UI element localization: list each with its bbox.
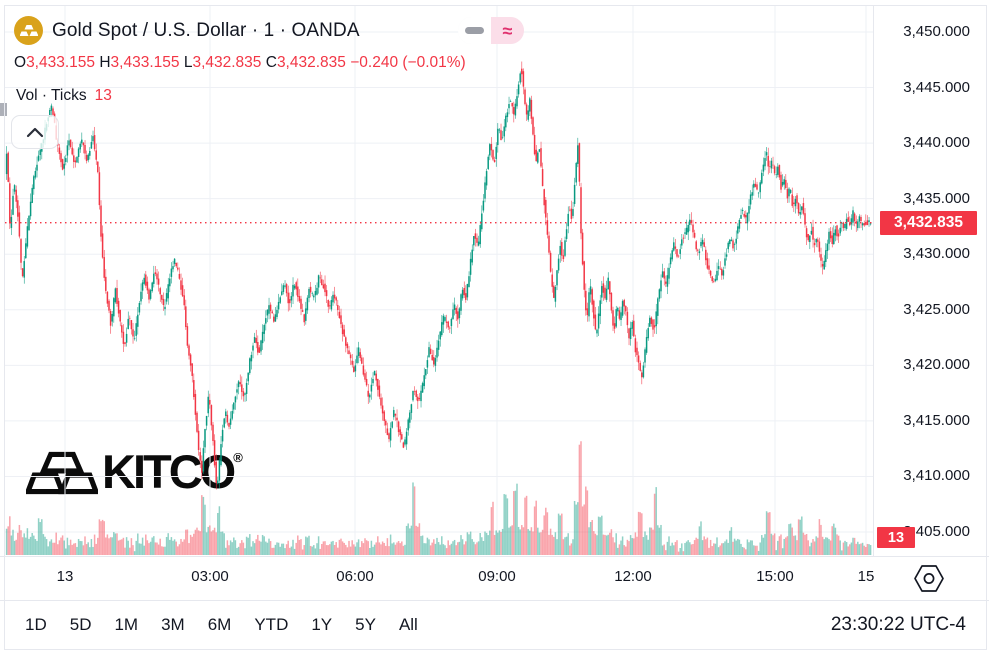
range-button-1d[interactable]: 1D — [25, 613, 47, 637]
last-price-badge: 3,432.835 — [880, 211, 977, 235]
grid-lines — [5, 6, 873, 555]
high-value: 3,433.155 — [110, 54, 180, 71]
open-value: 3,433.155 — [26, 54, 96, 71]
time-axis-label: 15:00 — [756, 568, 794, 585]
low-value: 3,432.835 — [192, 54, 262, 71]
pane-edge-chip — [0, 103, 7, 116]
approx-price-segment[interactable]: ≈ — [491, 17, 524, 44]
symbol-header: Gold Spot / U.S. Dollar · 1 · OANDA — [14, 16, 360, 45]
range-button-1y[interactable]: 1Y — [311, 613, 332, 637]
change-value: −0.240 (−0.01%) — [350, 54, 466, 71]
price-axis-label: 3,450.000 — [903, 23, 970, 40]
price-axis-label: 3,435.000 — [903, 189, 970, 207]
price-axis-label: 3,415.000 — [903, 411, 970, 429]
dash-icon — [465, 27, 484, 34]
price-axis-label: 3,445.000 — [903, 78, 970, 96]
time-axis-label: 15 — [857, 568, 875, 585]
price-axis-label: 3,430.000 — [903, 245, 970, 263]
market-closed-segment[interactable] — [458, 17, 491, 44]
time-axis-label: 13 — [56, 568, 74, 585]
volume-label: Vol · Ticks — [16, 87, 87, 104]
time-axis[interactable]: 13 03:00 06:00 09:00 12:00 15:00 15 — [0, 556, 989, 600]
time-axis-label: 09:00 — [478, 568, 516, 585]
open-label: O — [14, 54, 27, 71]
price-axis-label: 3,405.000 — [903, 522, 970, 540]
time-axis-separator — [0, 556, 989, 557]
ohlc-legend[interactable]: O3,433.155 H3,433.155 L3,432.835 C3,432.… — [14, 54, 466, 72]
kitco-gold-bars-icon — [26, 451, 98, 495]
close-label: C — [265, 54, 277, 71]
range-toolbar: 1D 5D 1M 3M 6M YTD 1Y 5Y All 23:30:22 UTC-4 — [0, 600, 989, 650]
range-buttons: 1D 5D 1M 3M 6M YTD 1Y 5Y All — [0, 613, 418, 637]
last-volume-badge: 13 — [877, 527, 915, 548]
price-axis-label: 3,410.000 — [903, 467, 970, 485]
range-button-5y[interactable]: 5Y — [355, 613, 376, 637]
range-button-ytd[interactable]: YTD — [254, 613, 288, 637]
chevron-up-icon — [26, 127, 44, 138]
symbol-title[interactable]: Gold Spot / U.S. Dollar · 1 · OANDA — [52, 19, 360, 41]
price-axis-label: 3,425.000 — [903, 300, 970, 318]
price-axis[interactable]: 3,450.000 3,445.000 3,440.000 3,435.000 3,43… — [874, 0, 989, 556]
toolbar-separator — [0, 600, 989, 601]
gold-coin-icon[interactable] — [14, 16, 43, 45]
candles — [5, 61, 872, 490]
volume-value: 13 — [94, 87, 112, 104]
price-axis-label: 3,440.000 — [903, 134, 970, 152]
range-button-6m[interactable]: 6M — [208, 613, 232, 637]
time-axis-label: 12:00 — [614, 568, 652, 585]
range-button-3m[interactable]: 3M — [161, 613, 185, 637]
range-button-5d[interactable]: 5D — [70, 613, 92, 637]
volume-bars — [5, 441, 872, 555]
range-button-all[interactable]: All — [399, 613, 418, 637]
market-status-toggle[interactable]: ≈ — [458, 17, 524, 44]
price-axis-label: 3,420.000 — [903, 356, 970, 374]
range-button-1m[interactable]: 1M — [114, 613, 138, 637]
collapse-pane-button[interactable] — [11, 115, 59, 149]
close-value: 3,432.835 — [276, 54, 346, 71]
settings-icon[interactable] — [913, 564, 945, 598]
clock[interactable]: 23:30:22 UTC-4 — [830, 614, 966, 635]
high-label: H — [99, 54, 111, 71]
time-axis-label: 06:00 — [336, 568, 374, 585]
registered-mark: ® — [233, 450, 243, 465]
approx-icon: ≈ — [502, 20, 513, 41]
price-axis-separator — [873, 5, 874, 556]
time-axis-label: 03:00 — [191, 568, 229, 585]
candlestick-chart[interactable] — [0, 0, 989, 556]
volume-legend[interactable]: Vol · Ticks 13 — [16, 87, 112, 105]
low-label: L — [183, 54, 193, 71]
